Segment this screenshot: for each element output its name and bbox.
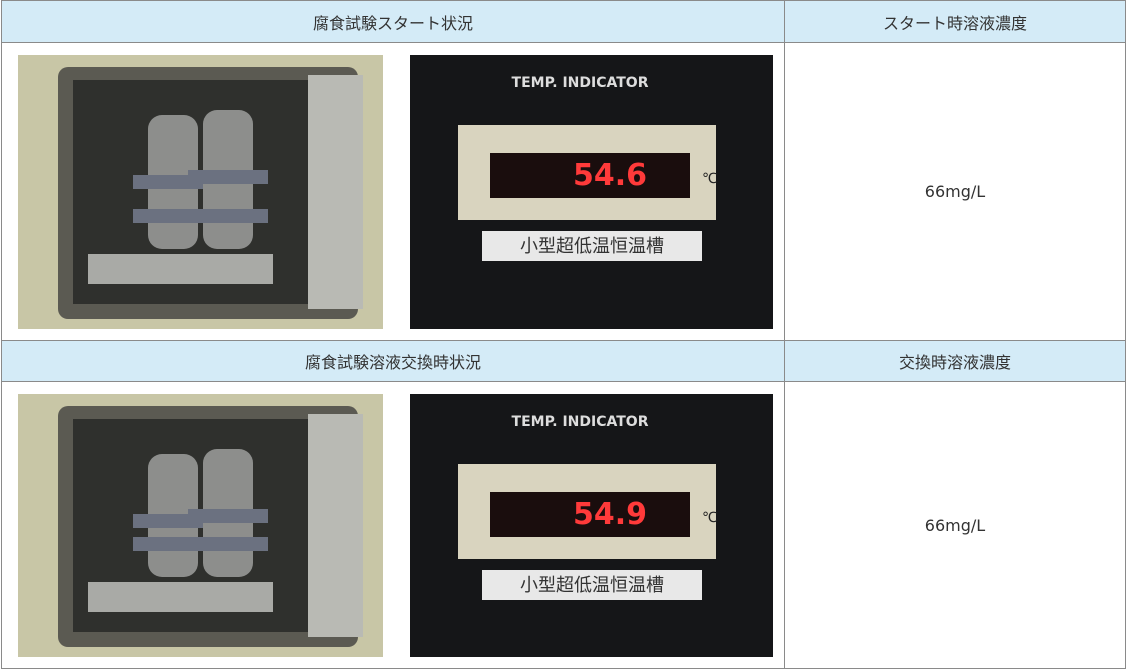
side-header: 交換時溶液濃度 [784, 340, 1126, 382]
indicator-photo: TEMP. INDICATOR 54.6 ℃ 小型超低温恒温槽 [410, 55, 773, 329]
reading: 54.9 [573, 497, 647, 532]
shelf [88, 582, 273, 612]
flange [188, 537, 268, 551]
section-header: 腐食試験スタート状況 [1, 0, 785, 43]
shelf [88, 254, 273, 284]
concentration: 66mg/L [784, 381, 1126, 669]
plate-text: 小型超低温恒温槽 [520, 575, 664, 596]
display [490, 492, 690, 537]
flange [188, 170, 268, 184]
reading: 54.6 [573, 158, 647, 193]
display [490, 153, 690, 198]
plate [482, 231, 702, 261]
door [308, 414, 363, 637]
door [308, 75, 363, 309]
unit: ℃ [702, 171, 718, 187]
unit: ℃ [702, 510, 718, 526]
concentration: 66mg/L [784, 42, 1126, 341]
plate-text: 小型超低温恒温槽 [520, 236, 664, 257]
side-header: スタート時溶液濃度 [784, 0, 1126, 43]
flange [188, 209, 268, 223]
chamber-photo [18, 394, 383, 657]
indicator-label: TEMP. INDICATOR [512, 414, 649, 430]
chamber-photo [18, 55, 383, 329]
indicator-photo: TEMP. INDICATOR 54.9 ℃ 小型超低温恒温槽 [410, 394, 773, 657]
flange [188, 509, 268, 523]
plate [482, 570, 702, 600]
section-header: 腐食試験溶液交換時状況 [1, 340, 785, 382]
indicator-label: TEMP. INDICATOR [512, 75, 649, 91]
